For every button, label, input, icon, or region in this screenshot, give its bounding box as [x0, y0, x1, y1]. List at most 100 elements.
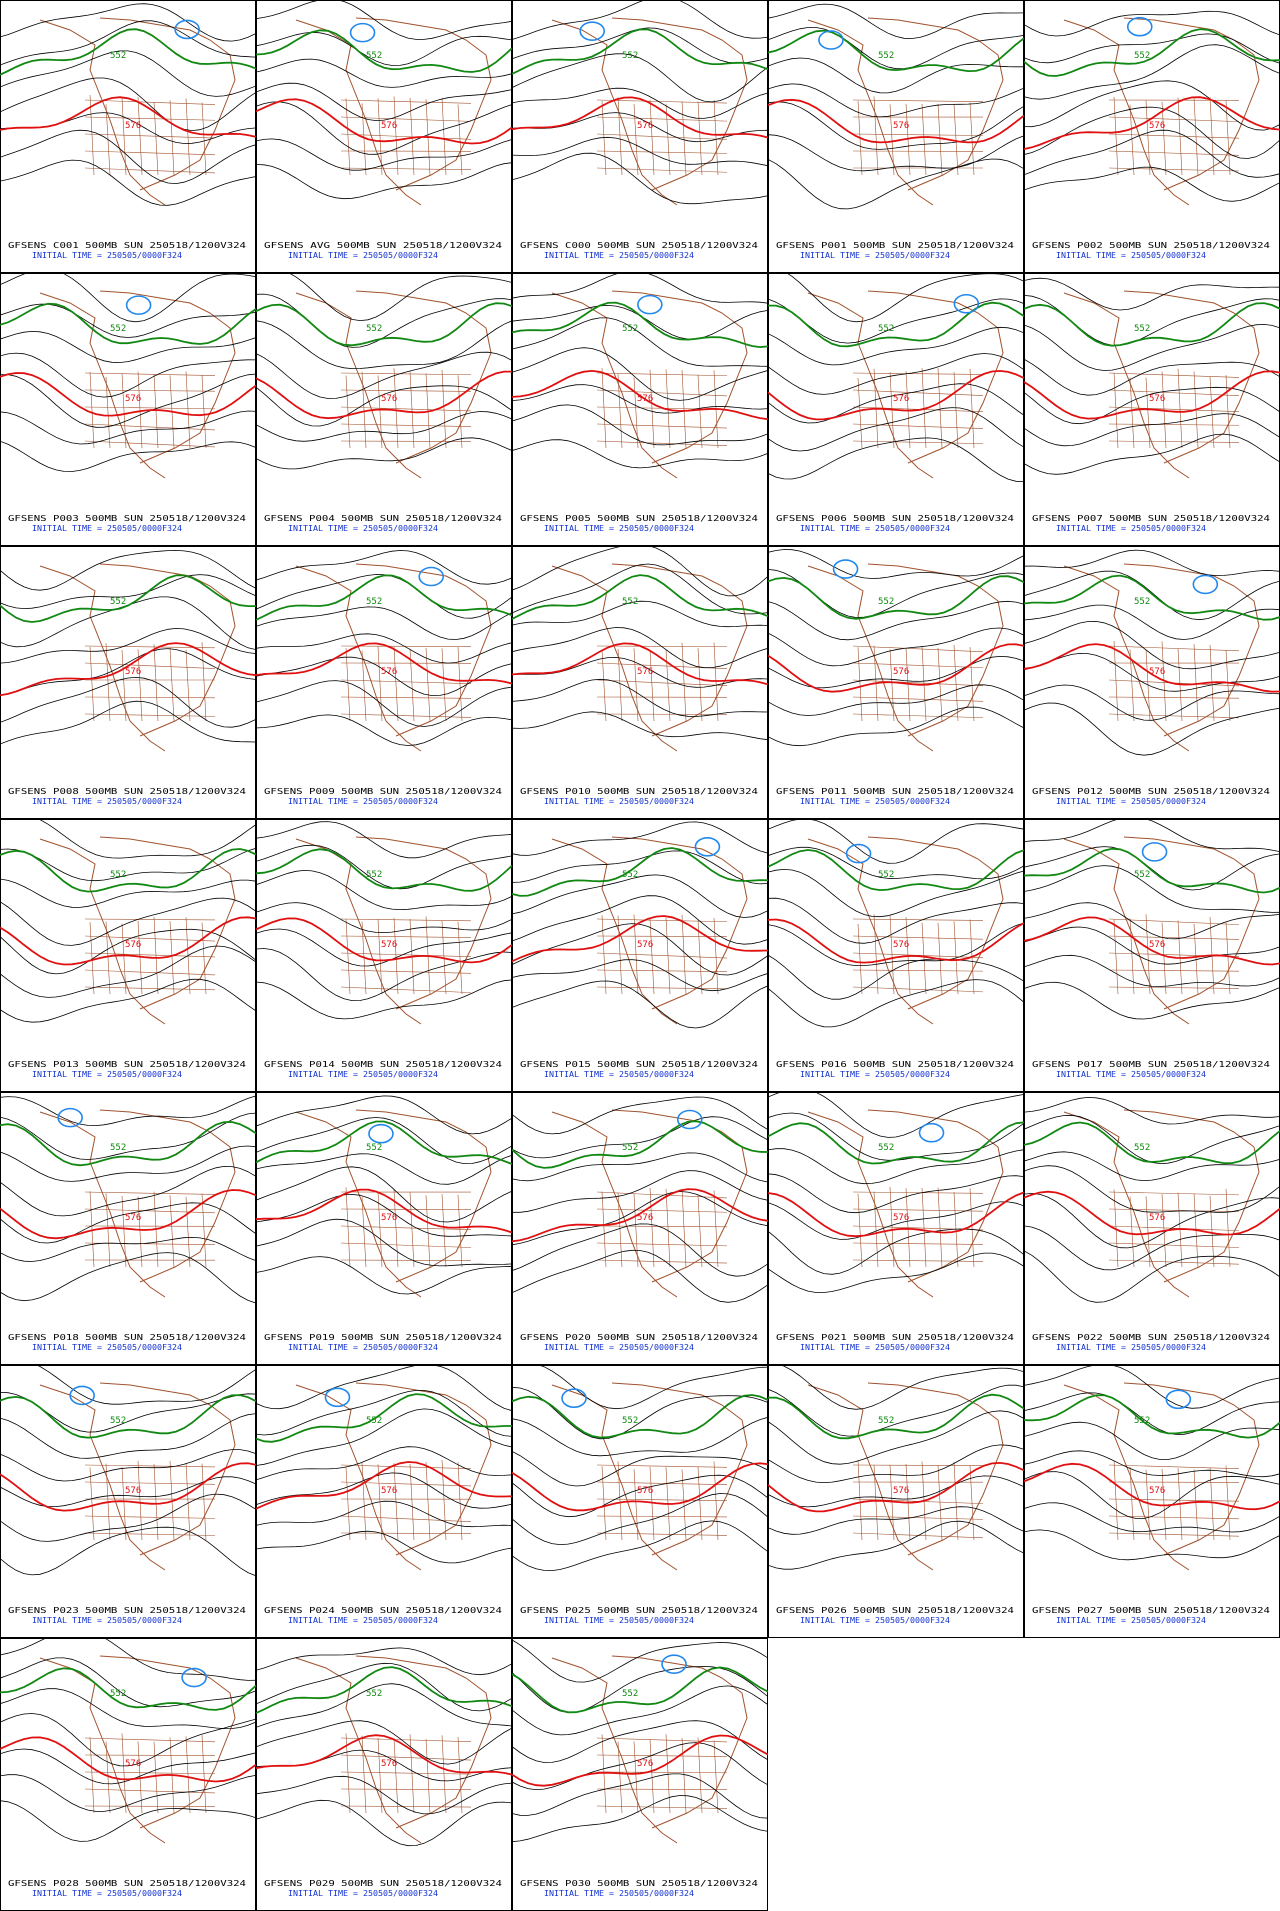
state-line — [1108, 1242, 1240, 1248]
contour-576 — [511, 1462, 769, 1512]
height-contour — [255, 680, 513, 727]
contour-552 — [0, 302, 257, 345]
height-contour — [511, 821, 769, 856]
contour-576 — [255, 642, 513, 685]
initial-time: INITIAL TIME = 250505/0000F324 — [32, 251, 182, 260]
state-line — [1113, 1189, 1119, 1268]
state-line — [953, 644, 959, 722]
state-line — [84, 133, 216, 139]
coastline — [39, 17, 236, 206]
contour-552 — [0, 848, 257, 893]
height-contour — [767, 1506, 1025, 1535]
state-line — [84, 423, 216, 431]
contour-label: 552 — [366, 870, 382, 880]
contour-label: 576 — [1149, 1213, 1165, 1223]
coastline — [39, 1382, 236, 1571]
state-line — [185, 1463, 191, 1541]
height-contour — [1023, 1450, 1280, 1478]
state-line — [697, 1466, 703, 1541]
height-contour — [767, 684, 1025, 716]
contour-label: 552 — [1134, 1416, 1150, 1426]
state-line — [1209, 1467, 1215, 1541]
contour-576 — [0, 916, 257, 966]
state-line — [617, 1741, 623, 1814]
state-line — [1161, 922, 1167, 995]
state-line — [340, 969, 472, 974]
height-contour — [1023, 10, 1280, 37]
state-line — [601, 649, 607, 722]
height-contour — [255, 1720, 513, 1765]
state-line — [425, 1738, 431, 1814]
contour-label: 552 — [1134, 51, 1150, 61]
contour-552 — [511, 1394, 769, 1439]
height-contour — [767, 1228, 1025, 1275]
state-line — [457, 1462, 463, 1541]
panel-title: GFSENS C000 500MB SUN 250518/1200V324 — [520, 241, 758, 250]
initial-time: INITIAL TIME = 250505/0000F324 — [1056, 1616, 1206, 1625]
contour-576 — [0, 372, 257, 417]
ensemble-panel: 552 576 GFSENS P027 500MB SUN 250518/1200V… — [1023, 1363, 1280, 1638]
contour-552 — [255, 574, 513, 621]
height-contour — [511, 87, 769, 119]
height-contour — [0, 627, 257, 664]
coastline — [295, 1109, 492, 1298]
state-line — [601, 1191, 607, 1268]
contour-576 — [1023, 1462, 1280, 1511]
contour-label: 576 — [381, 940, 397, 950]
contour-label: 552 — [878, 1143, 894, 1153]
state-line — [852, 935, 984, 940]
state-line — [633, 1193, 639, 1268]
initial-time: INITIAL TIME = 250505/0000F324 — [32, 1070, 182, 1079]
contour-label: 576 — [381, 1759, 397, 1769]
state-line — [633, 1741, 639, 1814]
contour-576 — [511, 96, 769, 139]
height-contour — [511, 874, 769, 918]
height-contour — [255, 1472, 513, 1509]
ensemble-panel: 552 576 GFSENS P030 500MB SUN 250518/1200V… — [511, 1638, 769, 1911]
panel-border — [0, 273, 256, 546]
state-line — [852, 696, 984, 702]
coastline — [807, 1109, 1004, 1298]
state-line — [393, 96, 399, 176]
state-line — [665, 103, 671, 176]
map: 552 576 GFSENS P028 500MB SUN 250518/1200V… — [0, 1628, 257, 1911]
state-line — [857, 647, 863, 722]
contour-552 — [0, 574, 256, 623]
map: 552 576 GFSENS P030 500MB SUN 250518/1200V… — [511, 1638, 769, 1911]
state-line — [185, 98, 191, 176]
initial-time: INITIAL TIME = 250505/0000F324 — [32, 1343, 182, 1352]
initial-time: INITIAL TIME = 250505/0000F324 — [800, 1616, 950, 1625]
state-line — [596, 679, 728, 687]
contour-552 — [767, 575, 1025, 620]
height-contour — [511, 1720, 769, 1763]
height-contour — [511, 1493, 769, 1546]
height-contour — [511, 1450, 769, 1487]
height-contour — [255, 606, 513, 640]
panel-border — [1024, 1365, 1280, 1638]
state-line — [596, 99, 728, 104]
height-contour — [255, 869, 513, 911]
contour-576 — [1023, 643, 1280, 693]
panel-title: GFSENS P006 500MB SUN 250518/1200V324 — [776, 514, 1014, 523]
height-contour — [0, 878, 257, 908]
state-line — [137, 97, 143, 176]
state-line — [852, 1259, 984, 1262]
state-line — [873, 914, 879, 995]
state-line — [393, 917, 399, 995]
contour-576 — [0, 642, 257, 697]
state-line — [425, 648, 431, 722]
state-line — [937, 1187, 943, 1268]
state-line — [345, 648, 351, 722]
contour-label: 576 — [893, 121, 909, 131]
state-line — [201, 1193, 207, 1268]
height-contour — [0, 1774, 257, 1812]
contour-576 — [767, 918, 1025, 964]
state-line — [84, 1208, 216, 1214]
state-line — [596, 1771, 728, 1773]
panel-title: GFSENS P010 500MB SUN 250518/1200V324 — [520, 787, 758, 796]
height-contour — [767, 1148, 1025, 1185]
low-contour — [1165, 1389, 1192, 1410]
height-contour — [1023, 684, 1280, 721]
state-line — [84, 116, 216, 121]
contour-label: 552 — [110, 870, 126, 880]
